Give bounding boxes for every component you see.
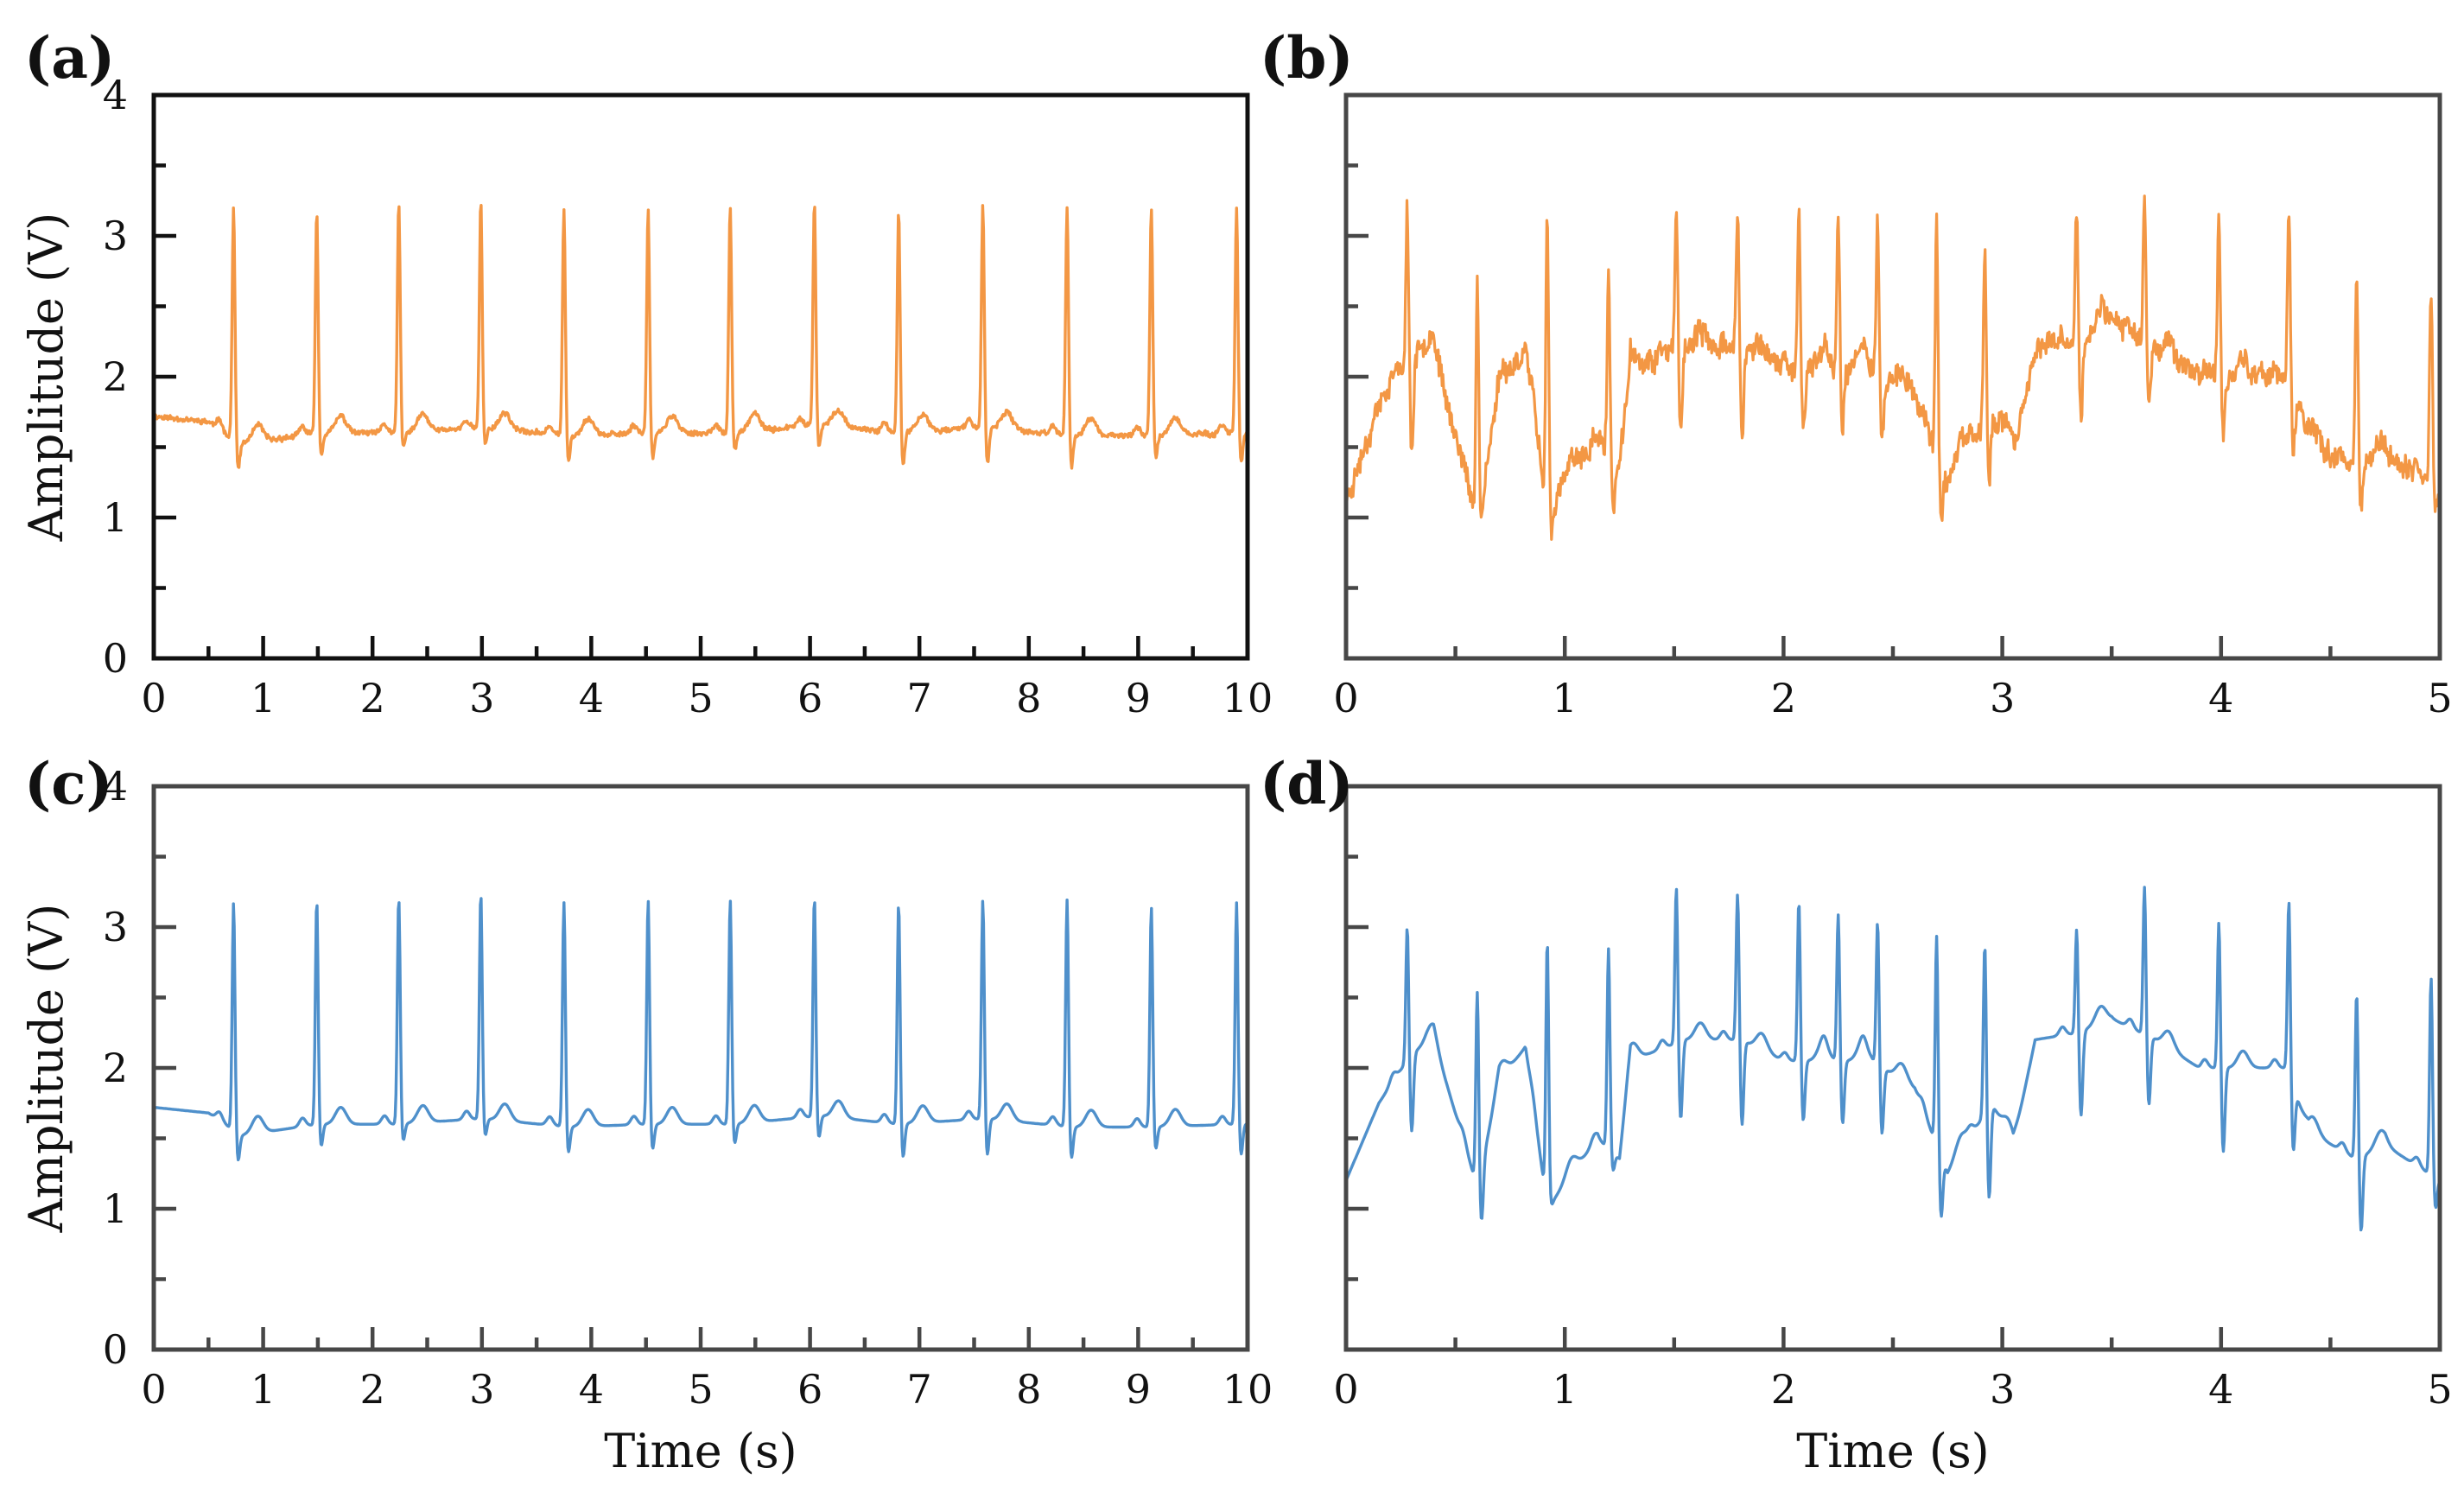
- x-tick-label: 3: [1990, 675, 2015, 721]
- x-tick-label: 5: [2427, 675, 2452, 721]
- y-tick-label: 4: [103, 763, 128, 810]
- x-tick-label: 4: [2208, 675, 2233, 721]
- y-tick-label: 2: [103, 353, 128, 400]
- x-tick-label: 8: [1016, 1366, 1041, 1413]
- x-tick-label: 6: [797, 1366, 822, 1413]
- panel-label: (d): [1260, 750, 1354, 817]
- x-tick-label: 3: [469, 1366, 494, 1413]
- y-tick-label: 1: [103, 494, 128, 541]
- y-tick-label: 1: [103, 1185, 128, 1232]
- y-axis-title: Amplitude (V): [19, 904, 73, 1234]
- x-tick-label: 5: [2427, 1366, 2452, 1413]
- x-tick-label: 2: [1771, 675, 1796, 721]
- x-tick-label: 2: [1771, 1366, 1796, 1413]
- series-line-c-0: [154, 897, 1248, 1162]
- x-tick-label: 3: [469, 675, 494, 721]
- x-tick-label: 4: [579, 1366, 604, 1413]
- series-line-b-0: [1346, 194, 2440, 541]
- x-tick-label: 1: [251, 1366, 276, 1413]
- x-tick-label: 8: [1016, 675, 1041, 721]
- x-tick-label: 5: [688, 1366, 713, 1413]
- x-tick-label: 9: [1126, 675, 1151, 721]
- x-tick-label: 6: [797, 675, 822, 721]
- x-axis-title: Time (s): [1796, 1424, 1989, 1478]
- x-tick-label: 0: [1333, 1366, 1358, 1413]
- y-tick-label: 2: [103, 1045, 128, 1091]
- x-tick-label: 1: [1553, 675, 1578, 721]
- panel-label: (a): [24, 24, 115, 92]
- y-tick-label: 0: [103, 635, 128, 682]
- x-tick-label: 1: [251, 675, 276, 721]
- y-tick-label: 3: [103, 904, 128, 950]
- panel-b: 0 1 2 3 4 5 (b): [1260, 24, 2453, 721]
- x-tick-label: 0: [141, 1366, 166, 1413]
- y-axis-title: Amplitude (V): [19, 213, 73, 543]
- x-tick-label: 0: [1333, 675, 1358, 721]
- x-tick-label: 4: [579, 675, 604, 721]
- panel-d: 0 1 2 3 4 5 Time (s) (d): [1260, 750, 2453, 1478]
- y-tick-label: 4: [103, 72, 128, 118]
- x-tick-label: 2: [360, 1366, 385, 1413]
- x-tick-label: 10: [1222, 675, 1273, 721]
- panel-a: 0 1 2 3 4 5 6 7 8 9 10 0 1 2 3 4 Amplitude (V) (a): [19, 24, 1273, 721]
- x-tick-label: 1: [1553, 1366, 1578, 1413]
- x-tick-label: 7: [907, 1366, 932, 1413]
- x-tick-label: 10: [1222, 1366, 1273, 1413]
- panel-c: 0 1 2 3 4 5 6 7 8 9 10 0 1 2 3 4 Amplitude (V) Time (s) (c…: [19, 750, 1273, 1478]
- y-tick-label: 0: [103, 1326, 128, 1373]
- series-line-a-0: [154, 204, 1248, 470]
- x-tick-label: 2: [360, 675, 385, 721]
- x-tick-label: 7: [907, 675, 932, 721]
- x-tick-label: 4: [2208, 1366, 2233, 1413]
- x-tick-label: 0: [141, 675, 166, 721]
- y-tick-label: 3: [103, 213, 128, 259]
- series-line-d-0: [1346, 886, 2440, 1232]
- plot-frame: [1343, 784, 2442, 1352]
- x-tick-label: 3: [1990, 1366, 2015, 1413]
- x-axis-title: Time (s): [604, 1424, 797, 1478]
- panel-label: (c): [24, 750, 113, 817]
- x-tick-label: 5: [688, 675, 713, 721]
- panel-label: (b): [1260, 24, 1354, 92]
- x-tick-label: 9: [1126, 1366, 1151, 1413]
